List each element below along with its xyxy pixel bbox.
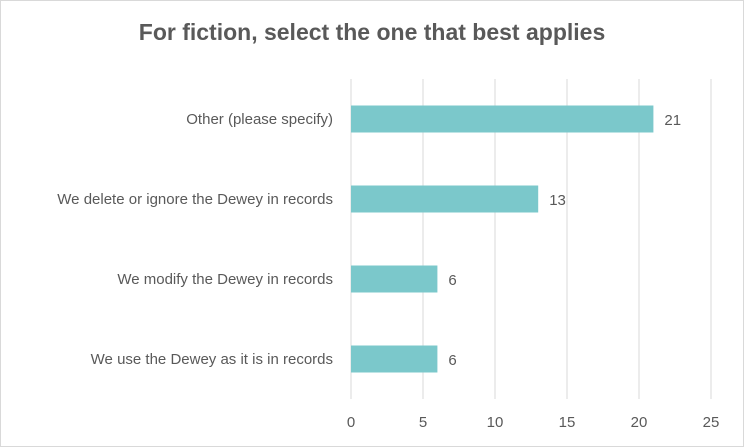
bar [351,185,539,213]
x-tick-label: 20 [631,414,648,431]
bar [351,345,438,373]
category-label: Other (please specify) [186,111,333,128]
x-tick-label: 25 [703,414,720,431]
x-tick-label: 10 [487,414,504,431]
chart-title: For fiction, select the one that best ap… [138,19,606,45]
category-label: We modify the Dewey in records [117,271,333,288]
x-tick-label: 5 [419,414,427,431]
category-label: We use the Dewey as it is in records [91,351,333,368]
bar [351,265,438,293]
category-label: We delete or ignore the Dewey in records [57,191,333,208]
x-tick-label: 15 [559,414,576,431]
bar [351,105,654,133]
data-label: 6 [448,352,456,369]
data-label: 13 [549,192,566,209]
x-tick-label: 0 [347,414,355,431]
data-label: 21 [664,112,681,129]
data-label: 6 [448,272,456,289]
